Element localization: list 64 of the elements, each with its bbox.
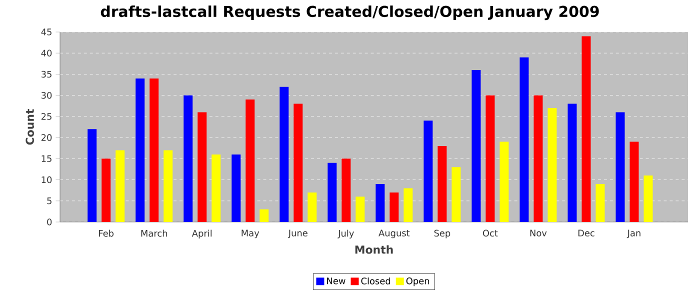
x-tick-label: Jan bbox=[626, 230, 640, 238]
bar bbox=[630, 142, 639, 222]
y-tick-label: 25 bbox=[41, 113, 52, 120]
bar bbox=[534, 95, 543, 222]
x-tick-label: May bbox=[242, 230, 260, 238]
legend-label: New bbox=[327, 278, 346, 284]
x-tick-label: Nov bbox=[530, 230, 547, 236]
y-tick-label: 10 bbox=[42, 176, 52, 184]
bar bbox=[486, 95, 495, 222]
legend-label: Open bbox=[406, 278, 430, 286]
bar bbox=[568, 104, 577, 222]
bar bbox=[116, 150, 125, 222]
bar bbox=[520, 57, 529, 222]
y-tick-label: 0 bbox=[47, 218, 52, 226]
bar bbox=[472, 70, 481, 222]
bar bbox=[342, 158, 351, 222]
bar bbox=[328, 162, 337, 222]
bar bbox=[88, 129, 97, 222]
bar bbox=[404, 188, 413, 222]
y-tick-label: 40 bbox=[41, 50, 52, 56]
bar bbox=[164, 150, 173, 222]
bar bbox=[136, 78, 145, 222]
bar bbox=[150, 78, 159, 222]
bar bbox=[582, 36, 591, 222]
chart-title: drafts-lastcall Requests Created/Closed/Open January 2009 bbox=[100, 6, 599, 20]
bar bbox=[232, 154, 241, 222]
x-tick-label: March bbox=[141, 230, 168, 237]
bar bbox=[260, 209, 269, 222]
bar bbox=[596, 184, 605, 222]
y-axis-title: Count bbox=[26, 109, 34, 145]
y-tick-label: 5 bbox=[47, 198, 52, 204]
bar bbox=[644, 176, 653, 222]
bar bbox=[356, 196, 365, 222]
bar bbox=[212, 154, 221, 222]
bar bbox=[246, 100, 255, 222]
bar bbox=[390, 192, 399, 222]
bar bbox=[184, 95, 193, 222]
y-tick-label: 35 bbox=[42, 70, 52, 78]
bar bbox=[102, 158, 111, 222]
x-tick-label: Feb bbox=[99, 230, 114, 237]
bar bbox=[452, 167, 461, 222]
bar bbox=[424, 120, 433, 222]
x-tick-label: Dec bbox=[578, 230, 594, 236]
y-tick-label: 45 bbox=[41, 28, 52, 36]
bar bbox=[376, 184, 385, 222]
x-tick-label: Sep bbox=[434, 230, 450, 238]
bar bbox=[198, 112, 207, 222]
x-tick-label: June bbox=[288, 230, 308, 238]
legend-label: Closed bbox=[361, 277, 390, 284]
bar bbox=[548, 108, 557, 222]
y-tick-label: 20 bbox=[41, 134, 52, 141]
y-tick-label: 15 bbox=[42, 155, 52, 162]
bar bbox=[280, 86, 289, 222]
x-tick-label: July bbox=[338, 230, 354, 238]
bar bbox=[308, 192, 317, 222]
y-tick-label: 30 bbox=[42, 92, 52, 99]
x-tick-label: August bbox=[378, 230, 410, 238]
bar bbox=[500, 142, 509, 222]
x-tick-label: April bbox=[192, 230, 212, 238]
bar bbox=[294, 104, 303, 222]
bar bbox=[438, 146, 447, 222]
bar bbox=[616, 112, 625, 222]
x-tick-label: Oct bbox=[482, 230, 498, 237]
x-axis-title: Month bbox=[355, 245, 393, 254]
